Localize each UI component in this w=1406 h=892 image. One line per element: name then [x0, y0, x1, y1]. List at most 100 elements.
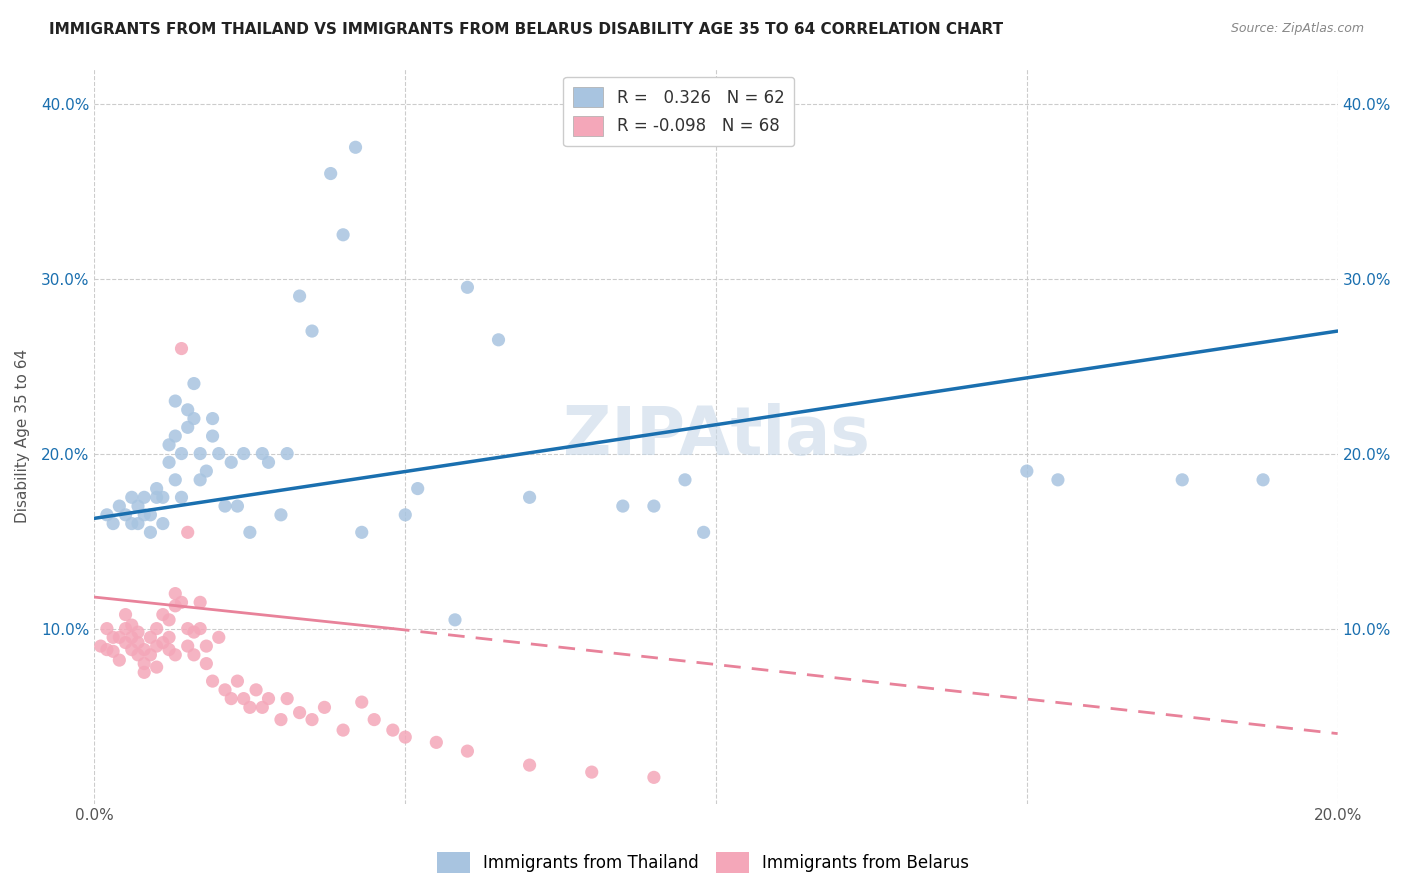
Point — [219, 691, 242, 706]
Point — [332, 723, 354, 738]
Point — [145, 660, 167, 674]
Point — [101, 631, 124, 645]
Point — [170, 342, 193, 356]
Point — [425, 735, 447, 749]
Point — [332, 227, 354, 242]
Point — [257, 455, 280, 469]
Point — [673, 473, 696, 487]
Point — [165, 648, 187, 662]
Point — [152, 516, 174, 531]
Point — [1171, 473, 1194, 487]
Point — [127, 516, 149, 531]
Point — [177, 402, 200, 417]
Point — [170, 595, 193, 609]
Point — [301, 324, 323, 338]
Point — [121, 516, 143, 531]
Point — [301, 713, 323, 727]
Point — [252, 700, 274, 714]
Point — [643, 499, 665, 513]
Point — [139, 525, 162, 540]
Point — [177, 639, 200, 653]
Point — [127, 635, 149, 649]
Point — [288, 289, 311, 303]
Point — [139, 631, 162, 645]
Point — [201, 429, 224, 443]
Text: Source: ZipAtlas.com: Source: ZipAtlas.com — [1230, 22, 1364, 36]
Point — [276, 446, 298, 460]
Point — [195, 639, 218, 653]
Legend: R =   0.326   N = 62, R = -0.098   N = 68: R = 0.326 N = 62, R = -0.098 N = 68 — [564, 77, 794, 146]
Point — [350, 525, 373, 540]
Point — [219, 455, 242, 469]
Point — [96, 508, 118, 522]
Point — [519, 491, 541, 505]
Point — [101, 644, 124, 658]
Text: IMMIGRANTS FROM THAILAND VS IMMIGRANTS FROM BELARUS DISABILITY AGE 35 TO 64 CORR: IMMIGRANTS FROM THAILAND VS IMMIGRANTS F… — [49, 22, 1004, 37]
Point — [245, 682, 267, 697]
Point — [692, 525, 714, 540]
Point — [177, 420, 200, 434]
Point — [195, 657, 218, 671]
Legend: Immigrants from Thailand, Immigrants from Belarus: Immigrants from Thailand, Immigrants fro… — [430, 846, 976, 880]
Point — [170, 491, 193, 505]
Point — [456, 280, 478, 294]
Point — [152, 607, 174, 622]
Point — [276, 691, 298, 706]
Point — [344, 140, 367, 154]
Point — [195, 464, 218, 478]
Point — [157, 642, 180, 657]
Point — [157, 631, 180, 645]
Point — [201, 674, 224, 689]
Point — [444, 613, 467, 627]
Point — [314, 700, 336, 714]
Point — [134, 657, 156, 671]
Y-axis label: Disability Age 35 to 64: Disability Age 35 to 64 — [15, 349, 30, 523]
Point — [134, 642, 156, 657]
Point — [1251, 473, 1274, 487]
Point — [96, 642, 118, 657]
Point — [232, 446, 254, 460]
Point — [406, 482, 429, 496]
Point — [145, 622, 167, 636]
Point — [363, 713, 385, 727]
Point — [121, 491, 143, 505]
Point — [208, 446, 231, 460]
Point — [1015, 464, 1038, 478]
Point — [127, 625, 149, 640]
Text: ZIPAtlas: ZIPAtlas — [562, 403, 869, 469]
Point — [1046, 473, 1069, 487]
Point — [145, 482, 167, 496]
Point — [214, 682, 236, 697]
Point — [127, 648, 149, 662]
Point — [183, 376, 205, 391]
Point — [165, 473, 187, 487]
Point — [226, 499, 249, 513]
Point — [519, 758, 541, 772]
Point — [188, 622, 211, 636]
Point — [188, 473, 211, 487]
Point — [134, 665, 156, 680]
Point — [90, 639, 112, 653]
Point — [170, 446, 193, 460]
Point — [108, 631, 131, 645]
Point — [201, 411, 224, 425]
Point — [145, 491, 167, 505]
Point — [208, 631, 231, 645]
Point — [177, 622, 200, 636]
Point — [239, 525, 262, 540]
Point — [127, 499, 149, 513]
Point — [270, 508, 292, 522]
Point — [165, 599, 187, 613]
Point — [270, 713, 292, 727]
Point — [252, 446, 274, 460]
Point — [114, 508, 136, 522]
Point — [257, 691, 280, 706]
Point — [581, 765, 603, 780]
Point — [214, 499, 236, 513]
Point — [239, 700, 262, 714]
Point — [381, 723, 404, 738]
Point — [121, 631, 143, 645]
Point — [319, 167, 342, 181]
Point — [114, 622, 136, 636]
Point — [165, 429, 187, 443]
